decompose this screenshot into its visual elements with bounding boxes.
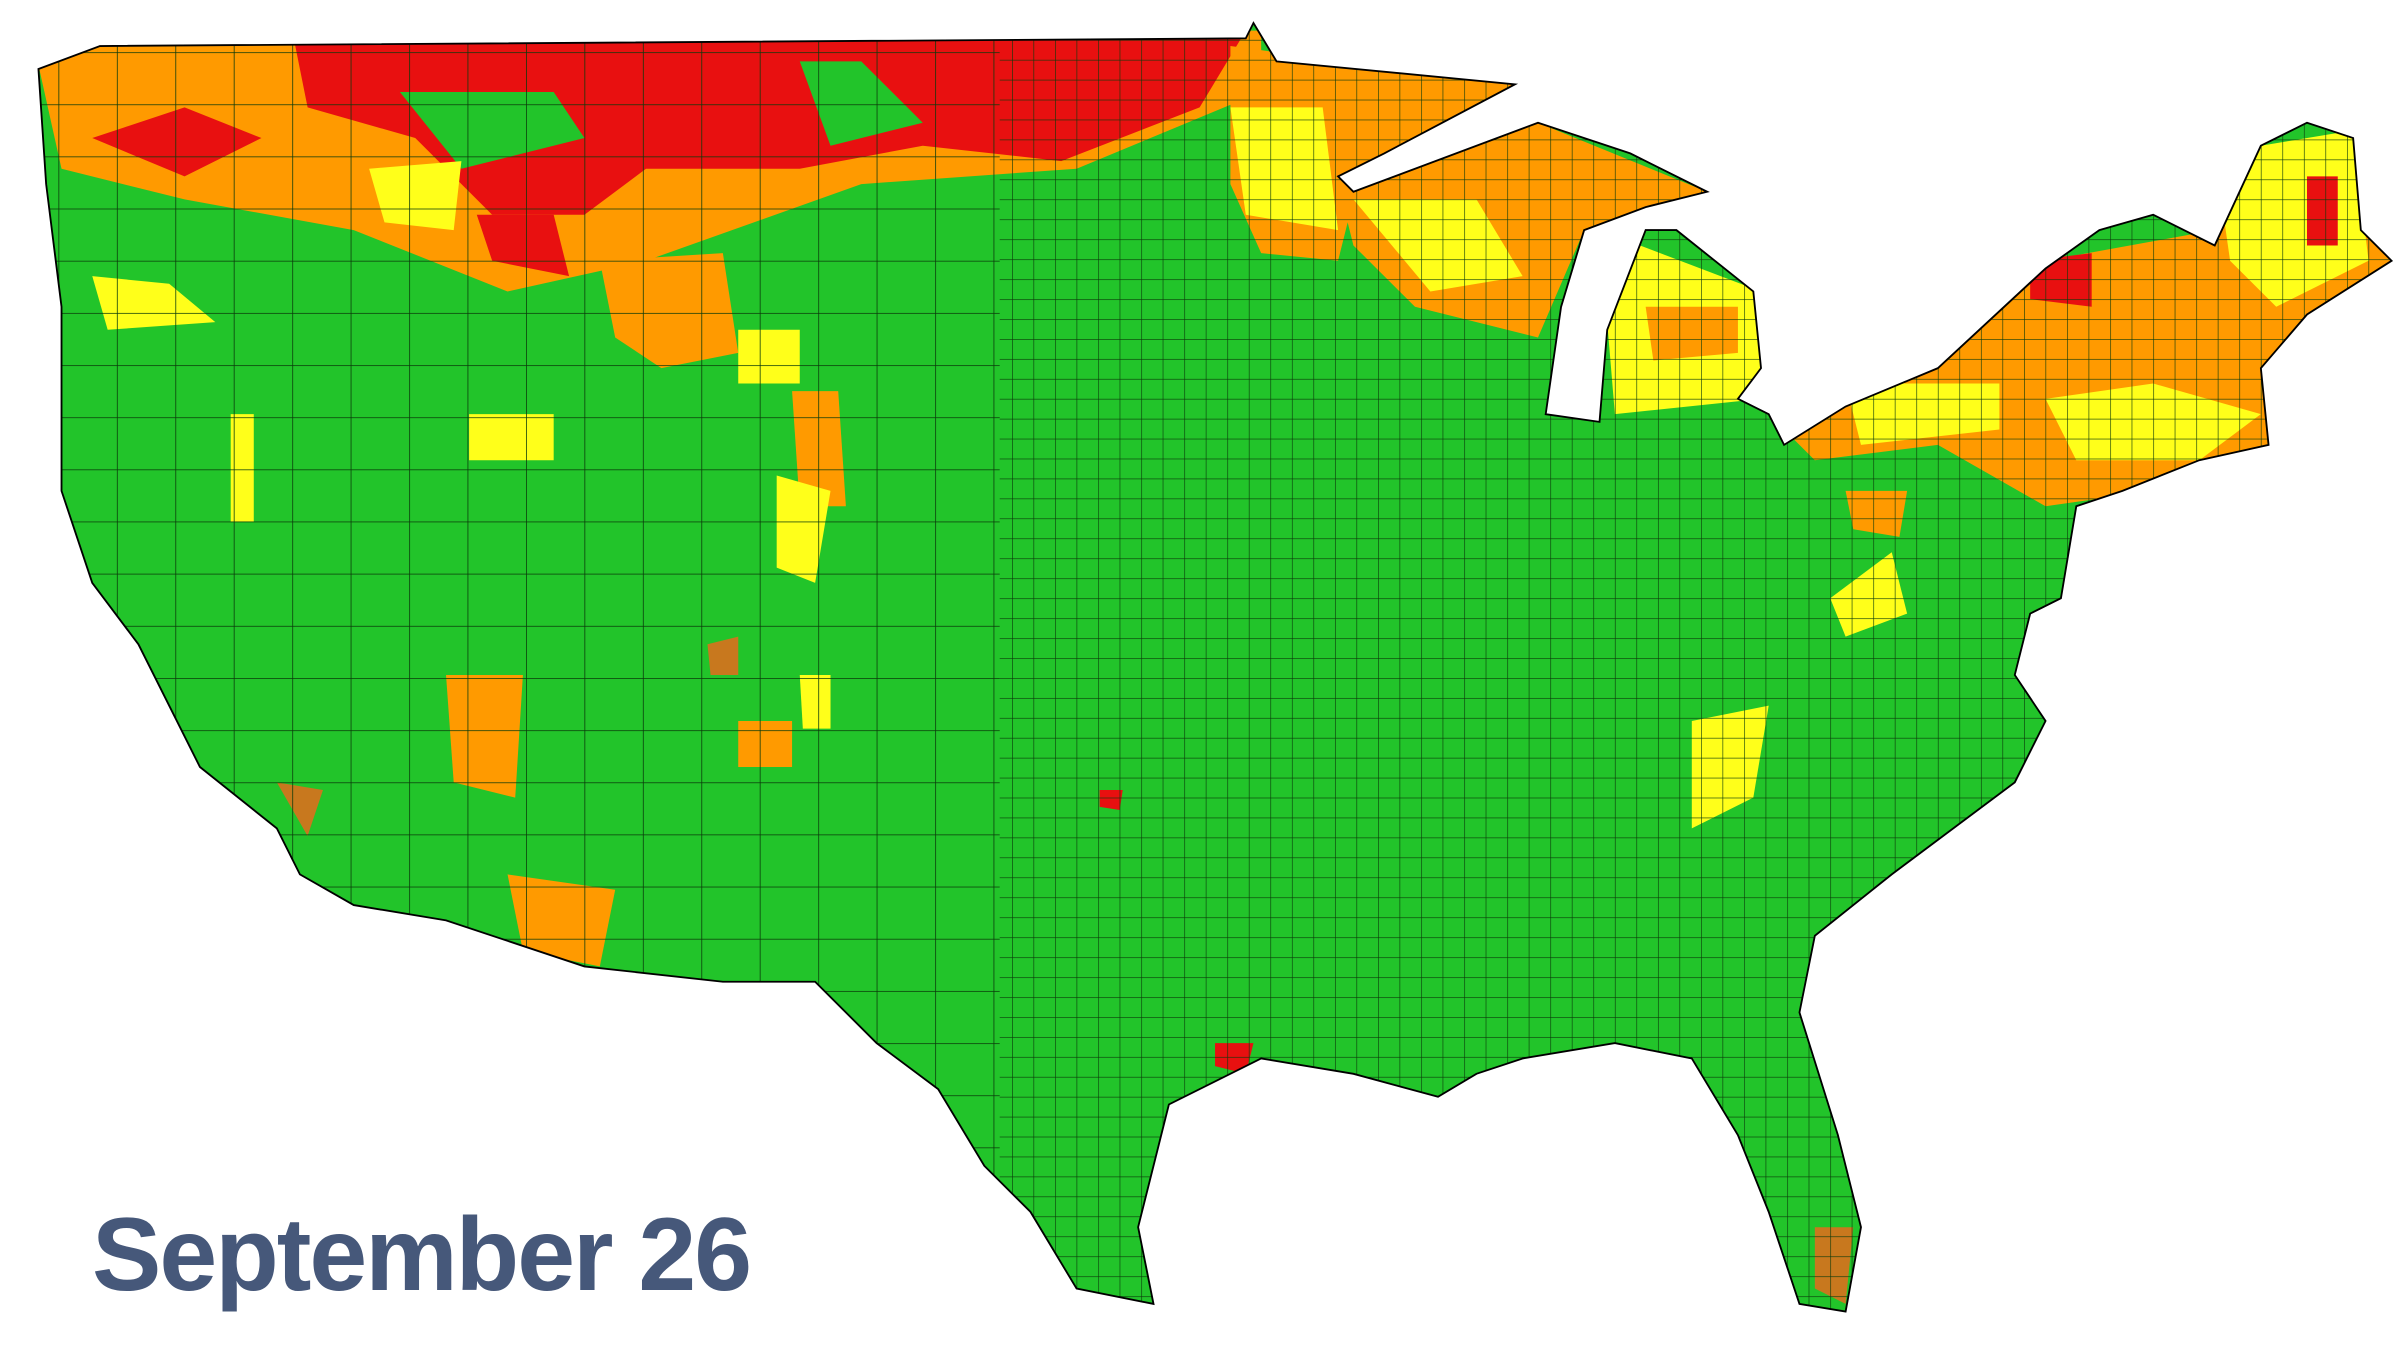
date-label: September 26	[92, 1197, 750, 1313]
